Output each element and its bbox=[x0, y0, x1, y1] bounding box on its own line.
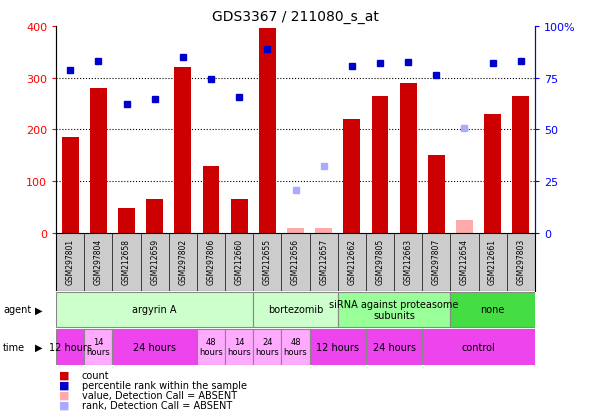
Bar bbox=[197, 329, 225, 365]
Bar bbox=[400, 83, 417, 233]
Text: GSM212659: GSM212659 bbox=[150, 238, 159, 284]
Text: 24
hours: 24 hours bbox=[255, 337, 279, 356]
Text: percentile rank within the sample: percentile rank within the sample bbox=[82, 380, 246, 390]
Bar bbox=[85, 329, 112, 365]
Bar bbox=[62, 138, 79, 233]
Text: GSM212662: GSM212662 bbox=[348, 238, 356, 284]
Text: ■: ■ bbox=[59, 390, 70, 400]
Bar bbox=[146, 200, 163, 233]
Bar bbox=[287, 228, 304, 233]
Text: 24 hours: 24 hours bbox=[133, 342, 176, 352]
Text: rank, Detection Call = ABSENT: rank, Detection Call = ABSENT bbox=[82, 400, 232, 410]
Text: 14
hours: 14 hours bbox=[86, 337, 111, 356]
Text: 48
hours: 48 hours bbox=[284, 337, 307, 356]
Text: ■: ■ bbox=[59, 380, 70, 390]
Bar bbox=[372, 97, 388, 233]
Text: siRNA against proteasome
subunits: siRNA against proteasome subunits bbox=[329, 299, 459, 320]
Bar bbox=[281, 329, 310, 365]
Bar bbox=[254, 329, 281, 365]
Text: GSM212655: GSM212655 bbox=[263, 238, 272, 284]
Bar bbox=[512, 97, 529, 233]
Bar bbox=[225, 329, 254, 365]
Text: GSM297803: GSM297803 bbox=[517, 238, 525, 284]
Text: 12 hours: 12 hours bbox=[316, 342, 359, 352]
Bar bbox=[259, 29, 276, 233]
Text: GSM297805: GSM297805 bbox=[375, 238, 385, 284]
Text: none: none bbox=[480, 305, 505, 315]
Text: ▶: ▶ bbox=[35, 342, 43, 352]
Text: ■: ■ bbox=[59, 400, 70, 410]
Text: count: count bbox=[82, 370, 109, 380]
Bar bbox=[484, 114, 501, 233]
Bar bbox=[174, 68, 191, 233]
Text: GSM212660: GSM212660 bbox=[235, 238, 243, 284]
Text: 14
hours: 14 hours bbox=[228, 337, 251, 356]
Text: GSM212657: GSM212657 bbox=[319, 238, 328, 284]
Bar bbox=[315, 228, 332, 233]
Bar bbox=[428, 156, 445, 233]
Text: argyrin A: argyrin A bbox=[132, 305, 177, 315]
Text: GSM212661: GSM212661 bbox=[488, 238, 497, 284]
Text: time: time bbox=[3, 342, 25, 352]
Text: GSM212656: GSM212656 bbox=[291, 238, 300, 284]
Bar bbox=[230, 200, 248, 233]
Bar bbox=[456, 221, 473, 233]
Text: GSM297801: GSM297801 bbox=[66, 238, 74, 284]
Bar bbox=[254, 292, 337, 328]
Text: 12 hours: 12 hours bbox=[48, 342, 92, 352]
Text: GSM297804: GSM297804 bbox=[94, 238, 103, 284]
Text: GSM297807: GSM297807 bbox=[432, 238, 441, 284]
Text: GSM297802: GSM297802 bbox=[178, 238, 187, 284]
Text: GSM212663: GSM212663 bbox=[404, 238, 413, 284]
Bar bbox=[56, 292, 254, 328]
Text: bortezomib: bortezomib bbox=[268, 305, 323, 315]
Text: control: control bbox=[462, 342, 495, 352]
Text: ■: ■ bbox=[59, 370, 70, 380]
Bar bbox=[203, 166, 219, 233]
Bar bbox=[450, 292, 535, 328]
Text: GSM212658: GSM212658 bbox=[122, 238, 131, 284]
Bar bbox=[112, 329, 197, 365]
Bar bbox=[366, 329, 422, 365]
Text: 24 hours: 24 hours bbox=[372, 342, 415, 352]
Text: value, Detection Call = ABSENT: value, Detection Call = ABSENT bbox=[82, 390, 236, 400]
Bar bbox=[90, 89, 107, 233]
Bar bbox=[422, 329, 535, 365]
Text: agent: agent bbox=[3, 305, 31, 315]
Text: ▶: ▶ bbox=[35, 305, 43, 315]
Bar bbox=[337, 292, 450, 328]
Text: GDS3367 / 211080_s_at: GDS3367 / 211080_s_at bbox=[212, 10, 379, 24]
Bar bbox=[56, 329, 85, 365]
Bar bbox=[343, 120, 361, 233]
Bar bbox=[310, 329, 366, 365]
Text: GSM297806: GSM297806 bbox=[206, 238, 216, 284]
Bar bbox=[118, 209, 135, 233]
Text: 48
hours: 48 hours bbox=[199, 337, 223, 356]
Text: GSM212654: GSM212654 bbox=[460, 238, 469, 284]
